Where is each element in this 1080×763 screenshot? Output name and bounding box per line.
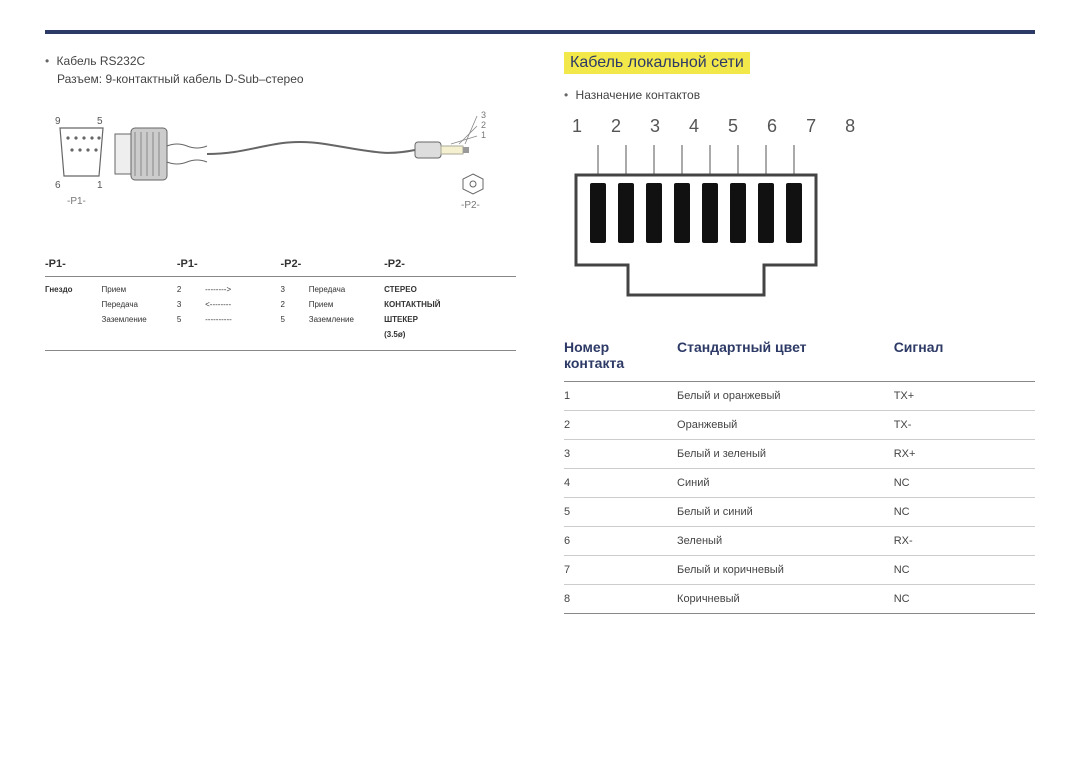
pin-assign-label: Назначение контактов — [564, 86, 1035, 104]
pin-cell: 2 — [177, 277, 205, 298]
pin-cell — [177, 327, 205, 342]
lan-row: 1Белый и оранжевыйTX+ — [564, 382, 1035, 411]
pin-row: Заземление5----------5ЗаземлениеШТЕКЕР — [45, 312, 516, 327]
pin-cell — [309, 327, 384, 342]
pin-cell — [205, 327, 280, 342]
lan-cell-signal: NC — [894, 498, 1035, 527]
pin-cell: Прием — [309, 297, 384, 312]
pin-cell: Заземление — [102, 312, 177, 327]
pin-cell: <-------- — [205, 297, 280, 312]
lan-cell-pin: 1 — [564, 382, 677, 411]
lan-cell-color: Белый и зеленый — [677, 440, 894, 469]
pin-cell: 5 — [280, 312, 308, 327]
p1-label: -P1- — [67, 196, 86, 207]
rs232c-pin-table: -P1- -P1- -P2- -P2- ГнездоПрием2--------… — [45, 252, 516, 351]
rj45-diagram — [564, 145, 1035, 315]
lan-cell-color: Белый и синий — [677, 498, 894, 527]
rj45-numbers: 1 2 3 4 5 6 7 8 — [572, 116, 1035, 137]
th-signal: Сигнал — [894, 331, 1035, 382]
th-color: Стандартный цвет — [677, 331, 894, 382]
lan-cell-color: Синий — [677, 469, 894, 498]
lan-cell-signal: NC — [894, 469, 1035, 498]
pin-cell: ШТЕКЕР — [384, 312, 516, 327]
lan-cell-signal: TX+ — [894, 382, 1035, 411]
lan-cell-signal: RX+ — [894, 440, 1035, 469]
db9-num-1: 1 — [97, 180, 103, 191]
lan-pin-table: Номер контакта Стандартный цвет Сигнал 1… — [564, 331, 1035, 614]
lan-cell-signal: NC — [894, 585, 1035, 614]
lan-cell-pin: 2 — [564, 411, 677, 440]
tip-num-3: 3 — [481, 110, 486, 120]
lan-row: 5Белый и синийNC — [564, 498, 1035, 527]
pin-cell — [45, 327, 102, 342]
connector-desc: Разъем: 9-контактный кабель D-Sub–стерео — [57, 72, 516, 86]
th-pin: Номер контакта — [564, 331, 677, 382]
th-p1a: -P1- — [45, 252, 102, 277]
lan-section-title: Кабель локальной сети — [564, 52, 750, 74]
pin-cell: Заземление — [309, 312, 384, 327]
top-rule — [45, 30, 1035, 34]
db9-num-5: 5 — [97, 116, 103, 127]
lan-cell-pin: 3 — [564, 440, 677, 469]
lan-cell-color: Оранжевый — [677, 411, 894, 440]
pin-row: Передача3<--------2ПриемКОНТАКТНЫЙ — [45, 297, 516, 312]
pin-table-bottom-rule — [45, 342, 516, 351]
lan-row: 6ЗеленыйRX- — [564, 527, 1035, 556]
pin-cell: (3.5ø) — [384, 327, 516, 342]
pin-row: ГнездоПрием2-------->3ПередачаСТЕРЕО — [45, 277, 516, 298]
pin-cell: 3 — [280, 277, 308, 298]
lan-row: 2ОранжевыйTX- — [564, 411, 1035, 440]
pin-cell — [45, 297, 102, 312]
lan-rows: 1Белый и оранжевыйTX+2ОранжевыйTX-3Белый… — [564, 382, 1035, 614]
lan-row: 3Белый и зеленыйRX+ — [564, 440, 1035, 469]
lan-cell-pin: 5 — [564, 498, 677, 527]
th-p2a: -P2- — [280, 252, 308, 277]
lan-cell-pin: 6 — [564, 527, 677, 556]
pin-cell — [45, 312, 102, 327]
lan-row: 8КоричневыйNC — [564, 585, 1035, 614]
pin-cell: Гнездо — [45, 277, 102, 298]
right-column: Кабель локальной сети Назначение контакт… — [564, 52, 1035, 614]
pin-cell — [102, 327, 177, 342]
pin-cell: Передача — [102, 297, 177, 312]
th-p2b: -P2- — [384, 252, 516, 277]
pin-cell: КОНТАКТНЫЙ — [384, 297, 516, 312]
tip-num-2: 2 — [481, 120, 486, 130]
lan-cell-pin: 8 — [564, 585, 677, 614]
pin-cell: 3 — [177, 297, 205, 312]
lan-cell-signal: TX- — [894, 411, 1035, 440]
pin-cell: ---------- — [205, 312, 280, 327]
left-column: Кабель RS232C Разъем: 9-контактный кабел… — [45, 52, 516, 614]
rs232c-diagram: 9 5 6 1 -P1- — [45, 96, 516, 236]
lan-cell-signal: NC — [894, 556, 1035, 585]
lan-cell-pin: 4 — [564, 469, 677, 498]
lan-cell-pin: 7 — [564, 556, 677, 585]
pin-cell: Прием — [102, 277, 177, 298]
th-p1b: -P1- — [177, 252, 205, 277]
lan-cell-color: Зеленый — [677, 527, 894, 556]
cable-label: Кабель RS232C — [45, 52, 516, 70]
lan-cell-color: Белый и коричневый — [677, 556, 894, 585]
lan-cell-color: Белый и оранжевый — [677, 382, 894, 411]
pin-cell: 2 — [280, 297, 308, 312]
pin-row: (3.5ø) — [45, 327, 516, 342]
pin-cell — [280, 327, 308, 342]
pin-cell: Передача — [309, 277, 384, 298]
lan-row: 7Белый и коричневыйNC — [564, 556, 1035, 585]
content-columns: Кабель RS232C Разъем: 9-контактный кабел… — [45, 52, 1035, 614]
tip-num-1: 1 — [481, 130, 486, 140]
pin-cell: 5 — [177, 312, 205, 327]
pin-cell: СТЕРЕО — [384, 277, 516, 298]
p2-label: -P2- — [461, 200, 480, 211]
pin-cell: --------> — [205, 277, 280, 298]
lan-cell-color: Коричневый — [677, 585, 894, 614]
lan-cell-signal: RX- — [894, 527, 1035, 556]
db9-num-9: 9 — [55, 116, 61, 127]
db9-num-6: 6 — [55, 180, 61, 191]
lan-row: 4СинийNC — [564, 469, 1035, 498]
pin-rows: ГнездоПрием2-------->3ПередачаСТЕРЕОПере… — [45, 277, 516, 351]
